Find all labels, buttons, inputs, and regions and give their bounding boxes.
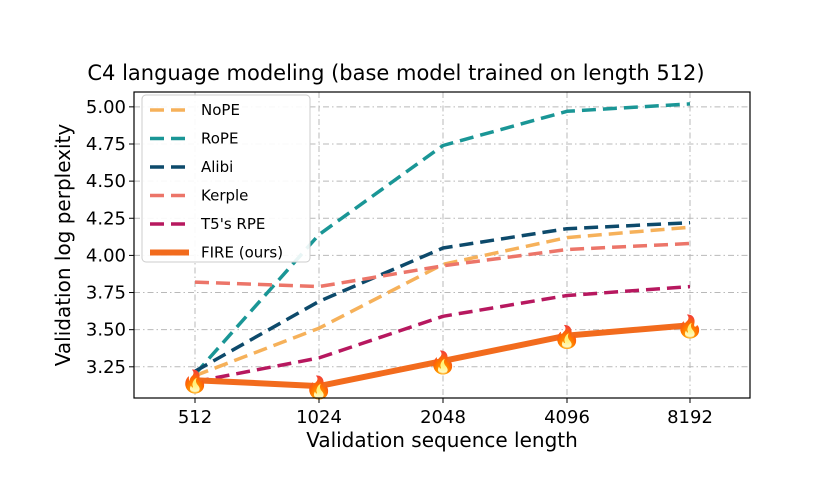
series-lines bbox=[193, 102, 691, 390]
x-tick-label: 4096 bbox=[544, 407, 590, 428]
y-tick-label: 3.25 bbox=[86, 357, 126, 378]
y-tick-label: 4.75 bbox=[86, 134, 126, 155]
plot-frame bbox=[133, 91, 751, 399]
y-axis-label: Validation log perplexity bbox=[51, 124, 75, 367]
legend-label-alibi: Alibi bbox=[201, 158, 233, 176]
legend-label-fire-ours: FIRE (ours) bbox=[201, 244, 283, 262]
legend-label-t5-s-rpe: T5's RPE bbox=[200, 215, 265, 233]
y-ticks: 3.25 3.50 3.75 4.00 4.25 4.50 4.75 5.00 bbox=[86, 97, 134, 378]
y-tick-label: 3.50 bbox=[86, 320, 126, 341]
legend-label-kerple: Kerple bbox=[201, 187, 248, 205]
series-line-alibi bbox=[194, 220, 691, 373]
x-ticks: 512 1024 2048 4096 8192 bbox=[178, 398, 713, 428]
x-tick-label: 1024 bbox=[296, 407, 342, 428]
y-tick-label: 4.25 bbox=[86, 208, 126, 229]
chart-title: C4 language modeling (base model trained… bbox=[87, 61, 704, 85]
fire-marker: 🔥 bbox=[181, 369, 208, 395]
x-tick-label: 512 bbox=[178, 407, 212, 428]
series-line-rope bbox=[193, 102, 691, 376]
fire-marker: 🔥 bbox=[429, 350, 456, 376]
fire-markers: 🔥 🔥 🔥 🔥 🔥 bbox=[181, 314, 703, 401]
x-tick-label: 2048 bbox=[420, 407, 466, 428]
legend-label-rope: RoPE bbox=[201, 130, 238, 148]
legend-label-nope: NoPE bbox=[201, 101, 240, 119]
series-line-t5-s-rpe bbox=[194, 284, 691, 384]
fire-marker: 🔥 bbox=[676, 314, 703, 340]
x-axis-label: Validation sequence length bbox=[306, 428, 578, 452]
series-line-fire-ours bbox=[194, 322, 691, 390]
y-tick-label: 4.50 bbox=[86, 171, 126, 192]
series-line-nope bbox=[194, 225, 691, 378]
legend: NoPE RoPE Alibi Kerple T5's RPE FIRE (ours) bbox=[141, 94, 311, 263]
y-tick-label: 4.00 bbox=[86, 245, 126, 266]
y-tick-label: 3.75 bbox=[86, 283, 126, 304]
y-tick-label: 5.00 bbox=[86, 97, 126, 118]
fire-marker: 🔥 bbox=[305, 375, 332, 401]
legend-box bbox=[141, 94, 311, 263]
x-tick-label: 8192 bbox=[667, 407, 713, 428]
fire-marker: 🔥 bbox=[553, 325, 580, 351]
